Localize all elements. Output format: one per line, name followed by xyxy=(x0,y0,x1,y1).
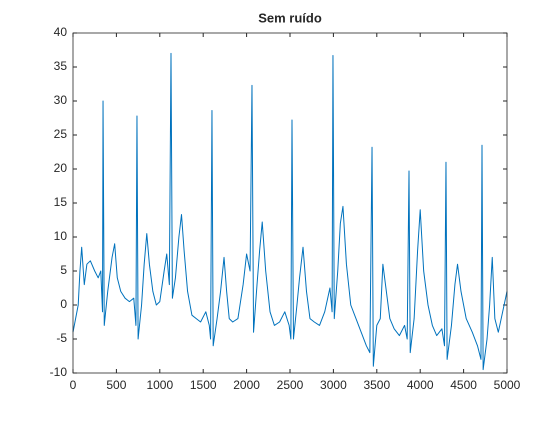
y-tick-label: 5 xyxy=(60,263,67,277)
x-tick-label: 4000 xyxy=(407,378,434,392)
y-tick-label: -5 xyxy=(56,331,67,345)
x-tick-label: 3000 xyxy=(320,378,347,392)
x-tick-label: 1500 xyxy=(190,378,217,392)
signal-line xyxy=(72,52,508,371)
y-tick-label: 35 xyxy=(54,59,68,73)
y-tick-label: 20 xyxy=(54,161,68,175)
y-tick-label: 25 xyxy=(54,127,68,141)
x-tick-label: 3500 xyxy=(363,378,390,392)
y-tick-label: 15 xyxy=(54,195,68,209)
x-tick-label: 500 xyxy=(106,378,126,392)
x-tick-label: 2000 xyxy=(233,378,260,392)
x-tick-label: 2500 xyxy=(277,378,304,392)
x-tick-label: 5000 xyxy=(494,378,521,392)
y-tick-label: 0 xyxy=(60,297,67,311)
axes-box xyxy=(72,32,508,374)
y-tick-label: 40 xyxy=(54,25,68,39)
x-tick-label: 0 xyxy=(70,378,77,392)
x-tick-label: 4500 xyxy=(450,378,477,392)
chart-title: Sem ruído xyxy=(258,10,322,25)
y-tick-label: 10 xyxy=(54,229,68,243)
x-tick-label: 1000 xyxy=(146,378,173,392)
y-tick-label: -10 xyxy=(50,365,68,379)
y-tick-label: 30 xyxy=(54,93,68,107)
